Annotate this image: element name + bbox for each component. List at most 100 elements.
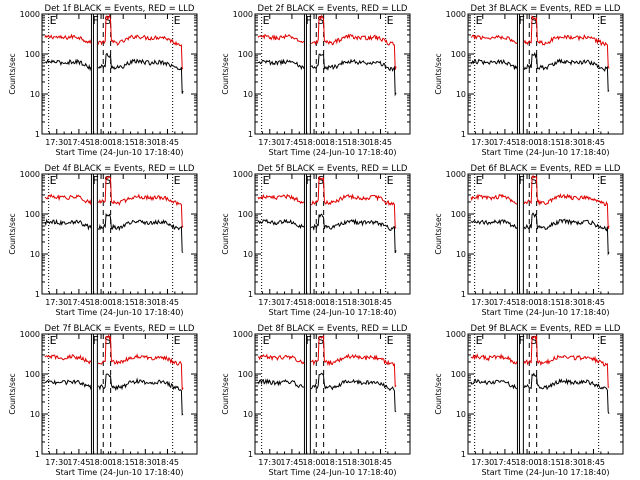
events-series-line [523, 212, 610, 256]
x-tick-label: 18:00 [303, 138, 326, 147]
x-axis-label: Start Time (24-Jun-10 17:18:40) [56, 308, 184, 317]
x-tick-label: 18:00 [90, 458, 113, 467]
y-tick-label: 1000 [233, 10, 253, 19]
y-tick-label: 1000 [446, 330, 466, 339]
region-label: E [600, 334, 607, 347]
region-label: F [518, 14, 524, 27]
region-label: S [530, 334, 537, 347]
y-tick-label: 10 [30, 250, 40, 259]
y-tick-label: 10 [456, 250, 466, 259]
region-label: E [174, 334, 181, 347]
y-tick-label: 10 [30, 410, 40, 419]
lld-series-line [257, 193, 305, 205]
region-label: E [600, 14, 607, 27]
y-tick-label: 1 [35, 130, 40, 139]
panel-title: Det 5f BLACK = Events, RED = LLD [258, 164, 408, 174]
y-tick-label: 1 [461, 450, 466, 459]
plot-frame [467, 333, 624, 455]
x-tick-label: 17:45 [493, 298, 516, 307]
lld-series-line [257, 353, 305, 365]
y-axis-label: Counts/sec [434, 213, 443, 254]
plot-frame [41, 173, 198, 295]
y-axis-label: Counts/sec [8, 373, 17, 414]
x-tick-label: 18:15 [325, 298, 348, 307]
y-tick-label: 1 [461, 130, 466, 139]
lld-series-line [97, 175, 184, 229]
events-series-line [310, 213, 397, 254]
x-tick-label: 17:45 [67, 458, 90, 467]
y-tick-label: 1 [248, 130, 253, 139]
region-label: E [476, 174, 483, 187]
y-tick-label: 1000 [233, 330, 253, 339]
y-tick-label: 10 [30, 90, 40, 99]
x-tick-label: 18:15 [112, 298, 135, 307]
panel-title: Det 2f BLACK = Events, RED = LLD [258, 4, 408, 14]
lld-series-line [470, 353, 518, 365]
x-tick-label: 18:15 [112, 458, 135, 467]
x-axis-label: Start Time (24-Jun-10 17:18:40) [269, 148, 397, 157]
lld-series-line [257, 33, 305, 44]
y-tick-label: 100 [25, 370, 40, 379]
x-tick-label: 17:45 [67, 138, 90, 147]
x-tick-label: 18:45 [369, 458, 392, 467]
x-tick-label: 18:00 [303, 298, 326, 307]
region-label: E [263, 14, 270, 27]
region-label: F [305, 334, 311, 347]
x-axis-label: Start Time (24-Jun-10 17:18:40) [482, 148, 610, 157]
y-tick-label: 1 [248, 290, 253, 299]
y-tick-label: 100 [238, 210, 253, 219]
y-tick-label: 10 [456, 90, 466, 99]
y-tick-label: 1 [35, 290, 40, 299]
region-label: S [530, 174, 537, 187]
y-tick-label: 10 [243, 90, 253, 99]
events-series-line [257, 378, 305, 389]
region-label: E [263, 174, 270, 187]
x-tick-label: 17:30 [45, 298, 68, 307]
y-axis-label: Counts/sec [221, 373, 230, 414]
events-series-line [523, 51, 610, 93]
region-label: E [263, 334, 270, 347]
x-tick-label: 18:00 [516, 298, 539, 307]
x-tick-label: 17:30 [258, 458, 281, 467]
plot-frame [41, 333, 198, 455]
region-label: S [530, 14, 537, 27]
x-tick-label: 18:45 [156, 298, 179, 307]
x-tick-label: 17:30 [471, 458, 494, 467]
x-tick-label: 17:45 [493, 458, 516, 467]
events-series-line [523, 372, 610, 414]
y-tick-label: 10 [243, 410, 253, 419]
y-tick-label: 100 [238, 50, 253, 59]
plot-frame [41, 13, 198, 135]
lld-series-line [523, 335, 610, 388]
y-axis-label: Counts/sec [221, 213, 230, 254]
events-series-line [44, 218, 92, 231]
region-label: S [104, 334, 111, 347]
x-tick-label: 18:15 [325, 458, 348, 467]
events-series-line [310, 53, 397, 97]
panel-title: Det 3f BLACK = Events, RED = LLD [471, 4, 621, 14]
x-tick-label: 18:15 [538, 298, 561, 307]
events-series-line [470, 58, 518, 71]
y-tick-label: 1000 [20, 170, 40, 179]
y-tick-label: 1000 [20, 330, 40, 339]
plot-frame [254, 13, 411, 135]
lld-series-line [310, 176, 397, 229]
region-label: E [476, 334, 483, 347]
x-tick-label: 17:30 [45, 458, 68, 467]
lld-series-line [97, 334, 184, 390]
y-tick-label: 1000 [233, 170, 253, 179]
region-label: E [387, 334, 394, 347]
y-tick-label: 1000 [20, 10, 40, 19]
events-series-line [97, 52, 184, 94]
x-tick-label: 17:45 [493, 138, 516, 147]
region-label: E [50, 334, 57, 347]
x-tick-label: 17:30 [471, 138, 494, 147]
panel-title: Det 1f BLACK = Events, RED = LLD [45, 4, 195, 14]
